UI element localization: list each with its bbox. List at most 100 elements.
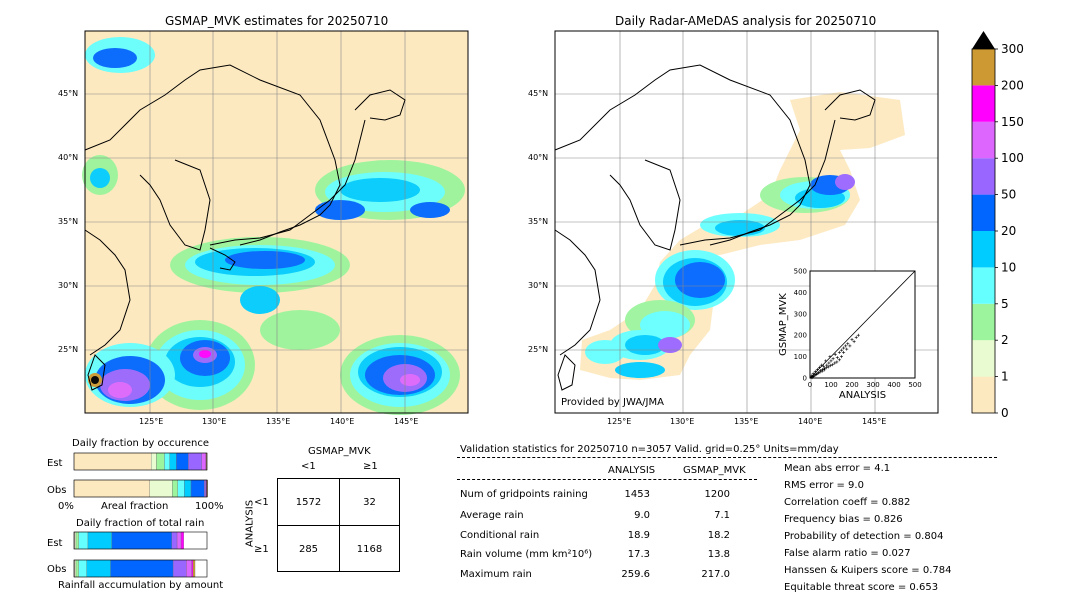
left-lon-label: 130°E: [202, 417, 227, 426]
scatter-point: [826, 365, 830, 369]
colorbar-extend-arrow: [972, 31, 995, 49]
contingency-cell: 1572: [295, 497, 322, 508]
scatter-y-tick: 0: [803, 375, 807, 383]
scatter-point: [827, 361, 831, 365]
stat-label: Num of gridpoints raining: [460, 489, 588, 500]
stat-gsmap: 13.8: [707, 549, 730, 560]
scatter-point: [842, 346, 846, 350]
fraction-bar-segment: [176, 531, 182, 550]
scatter-y-tick: 200: [794, 332, 807, 340]
scatter-point: [820, 363, 824, 367]
fraction-bar-segment: [87, 531, 113, 550]
right-map-title: Daily Radar-AMeDAS analysis for 20250710: [615, 14, 877, 28]
colorbar-tick-label: 10: [1001, 260, 1016, 274]
scatter-point: [817, 365, 821, 369]
stat-gsmap: 1200: [704, 489, 730, 500]
colorbar-tick-label: 300: [1001, 42, 1024, 56]
fraction-bar-segment: [150, 452, 157, 471]
stat-gsmap: 217.0: [701, 569, 730, 580]
fraction-bar-segment: [190, 479, 205, 498]
scatter-point: [837, 350, 841, 354]
score: Hanssen & Kuipers score = 0.784: [784, 565, 952, 576]
colorbar-segment: [972, 194, 995, 231]
scatter-point: [856, 333, 860, 337]
validation-divider: [457, 457, 997, 458]
score: Mean abs error = 4.1: [784, 463, 891, 474]
right-lat-label: 45°N: [528, 89, 549, 98]
right-lat-label: 25°N: [528, 345, 549, 354]
scatter-xlabel: ANALYSIS: [839, 390, 886, 401]
score: Probability of detection = 0.804: [784, 531, 944, 542]
scatter-point: [812, 374, 816, 378]
right-lon-label: 145°E: [862, 417, 887, 426]
contingency-cell: 32: [363, 497, 376, 508]
colorbar-segment: [972, 231, 995, 268]
colorbar-segment: [972, 267, 995, 304]
fraction-bar-segment: [206, 479, 208, 498]
right-lon-label: 135°E: [734, 417, 759, 426]
colorbar-tick-label: 20: [1001, 224, 1016, 238]
scatter-point: [822, 364, 826, 368]
left-map: [82, 30, 469, 415]
scatter-y-tick: 400: [794, 289, 807, 297]
left-lon-label: 140°E: [330, 417, 355, 426]
occurence-x-max: 100%: [195, 501, 224, 512]
scatter-x-tick: 100: [824, 381, 837, 389]
left-lon-label: 125°E: [139, 417, 164, 426]
scatter-point: [816, 371, 820, 375]
scatter-x-tick: 500: [908, 381, 921, 389]
fraction-bar-segment: [184, 479, 192, 498]
fraction-bar-segment: [192, 559, 196, 578]
score: False alarm ratio = 0.027: [784, 548, 911, 559]
contingency-row-label: ≥1: [254, 544, 269, 555]
colorbar-tick-label: 100: [1001, 151, 1024, 165]
fraction-bar-segment: [204, 479, 206, 498]
fraction-bar-segment: [78, 531, 89, 550]
fraction-bar-segment: [171, 531, 178, 550]
fraction-bar-segment: [86, 559, 111, 578]
colorbar-segment: [972, 158, 995, 195]
fraction-bar-segment: [191, 559, 194, 578]
occurence-est-label: Est: [47, 458, 63, 469]
scatter-point: [852, 340, 856, 344]
colorbar-segment: [972, 85, 995, 122]
scatter-x-tick: 300: [866, 381, 879, 389]
scatter-point: [831, 363, 835, 367]
scatter-point: [840, 348, 843, 352]
scatter-point: [821, 367, 825, 371]
scatter-point: [815, 367, 819, 371]
stat-gsmap: 7.1: [714, 510, 730, 521]
fraction-bar-segment: [73, 479, 150, 498]
fraction-bar-segment: [75, 559, 79, 578]
scatter-point: [833, 352, 837, 356]
scatter-x-tick: 200: [845, 381, 858, 389]
colorbar-tick-label: 150: [1001, 115, 1024, 129]
stat-label: Maximum rain: [460, 569, 532, 580]
colorbar-tick-label: 50: [1001, 188, 1016, 202]
scatter-point: [819, 369, 822, 373]
right-lat-label: 30°N: [528, 281, 549, 290]
scatter-point: [850, 337, 854, 341]
scatter-point: [825, 363, 829, 367]
occurence-title: Daily fraction by occurence: [72, 438, 210, 449]
fraction-bar-segment: [205, 452, 207, 471]
left-lon-label: 135°E: [266, 417, 291, 426]
contingency-cell: 1168: [356, 544, 383, 555]
scatter-point: [837, 358, 841, 362]
fraction-bar-segment: [172, 559, 187, 578]
fraction-bar-segment: [164, 452, 170, 471]
scatter-point: [820, 369, 824, 373]
score: Correlation coeff = 0.882: [784, 497, 911, 508]
occurence-obs-label: Obs: [47, 485, 67, 496]
stat-label: Rain volume (mm km²10⁶): [460, 549, 593, 560]
fraction-bar-segment: [188, 452, 202, 471]
stat-gsmap: 18.2: [707, 530, 730, 541]
fraction-bar-segment: [206, 479, 208, 498]
colorbar-segment: [972, 340, 995, 377]
scatter-x-tick: 400: [887, 381, 900, 389]
stat-analysis: 17.3: [627, 549, 650, 560]
fraction-bar-segment: [201, 452, 206, 471]
fraction-bar-segment: [78, 559, 87, 578]
colorbar-segment: [972, 49, 995, 86]
occurence-xlabel: Areal fraction: [101, 501, 169, 512]
